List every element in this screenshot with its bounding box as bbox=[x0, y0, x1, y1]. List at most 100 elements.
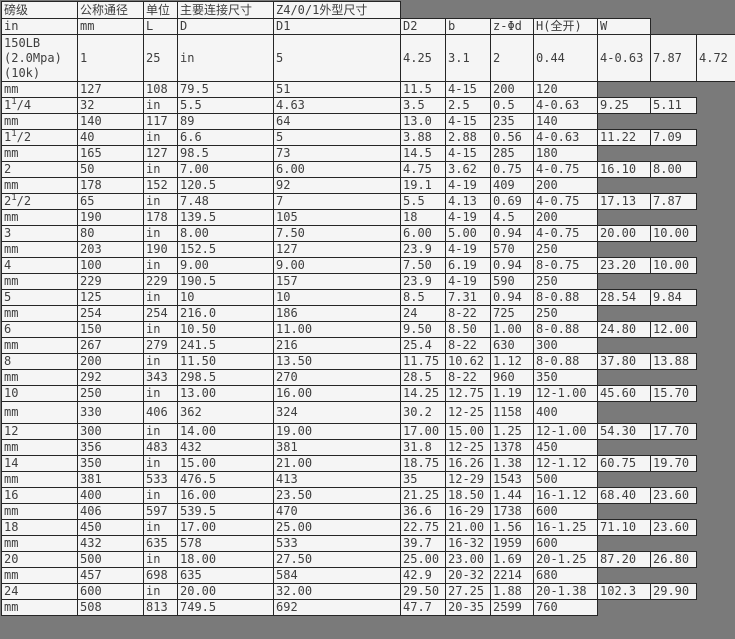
table-cell: 120.5 bbox=[178, 178, 274, 194]
table-cell: in bbox=[144, 488, 178, 504]
empty-cell bbox=[697, 520, 735, 536]
empty-cell bbox=[697, 130, 735, 146]
table-cell: 500 bbox=[534, 472, 598, 488]
table-cell: 0.5 bbox=[491, 98, 534, 114]
table-cell: 190 bbox=[144, 242, 178, 258]
table-cell: 190.5 bbox=[178, 274, 274, 290]
table-cell: 381 bbox=[78, 472, 144, 488]
table-cell: 0.75 bbox=[491, 162, 534, 178]
table-cell: 20-35 bbox=[446, 600, 491, 616]
table-cell: 15.00 bbox=[178, 456, 274, 472]
table-cell: 350 bbox=[78, 456, 144, 472]
table-cell: 20 bbox=[2, 552, 78, 568]
table-cell: 3.88 bbox=[401, 130, 446, 146]
table-cell: 4.5 bbox=[491, 210, 534, 226]
table-cell: 5 bbox=[2, 290, 78, 306]
table-cell: 635 bbox=[178, 568, 274, 584]
empty-cell bbox=[697, 258, 735, 274]
table-cell: 3.62 bbox=[446, 162, 491, 178]
table-cell: 29.90 bbox=[651, 584, 697, 600]
table-cell: 584 bbox=[274, 568, 401, 584]
table-cell: 157 bbox=[274, 274, 401, 290]
empty-cell bbox=[598, 274, 735, 290]
table-cell: 270 bbox=[274, 370, 401, 386]
table-cell: 3.1 bbox=[446, 35, 491, 82]
table-cell: 10 bbox=[274, 290, 401, 306]
empty-cell bbox=[697, 552, 735, 568]
table-cell: 4-0.63 bbox=[534, 98, 598, 114]
table-cell: 9.84 bbox=[651, 290, 697, 306]
column-header: 单位 bbox=[144, 2, 178, 19]
table-cell: 413 bbox=[274, 472, 401, 488]
table-cell: 3.5 bbox=[401, 98, 446, 114]
table-cell: 960 bbox=[491, 370, 534, 386]
table-cell: 51 bbox=[274, 82, 401, 98]
table-cell: 8-22 bbox=[446, 338, 491, 354]
table-cell: 20.00 bbox=[178, 584, 274, 600]
table-cell: 5.00 bbox=[446, 226, 491, 242]
table-cell: 1.44 bbox=[491, 488, 534, 504]
table-cell: 23.9 bbox=[401, 274, 446, 290]
table-cell: 29.50 bbox=[401, 584, 446, 600]
table-cell: 241.5 bbox=[178, 338, 274, 354]
table-cell: 1543 bbox=[491, 472, 534, 488]
table-cell: 47.7 bbox=[401, 600, 446, 616]
table-cell: 692 bbox=[274, 600, 401, 616]
table-cell: 1.88 bbox=[491, 584, 534, 600]
empty-cell bbox=[598, 472, 735, 488]
empty-cell bbox=[598, 504, 735, 520]
table-cell: 178 bbox=[78, 178, 144, 194]
table-cell: 12 bbox=[2, 424, 78, 440]
table-cell: 0.94 bbox=[491, 290, 534, 306]
table-cell: mm bbox=[2, 600, 78, 616]
table-cell: 32 bbox=[78, 98, 144, 114]
table-cell: in bbox=[144, 98, 178, 114]
table-cell: 229 bbox=[144, 274, 178, 290]
table-cell: 292 bbox=[78, 370, 144, 386]
table-cell: 17.00 bbox=[401, 424, 446, 440]
table-cell: 18.75 bbox=[401, 456, 446, 472]
table-cell: 4-0.63 bbox=[534, 130, 598, 146]
table-cell: 190 bbox=[78, 210, 144, 226]
table-cell: mm bbox=[2, 114, 78, 130]
table-cell: 2599 bbox=[491, 600, 534, 616]
table-cell: 3 bbox=[2, 226, 78, 242]
table-cell: 98.5 bbox=[178, 146, 274, 162]
empty-cell bbox=[697, 290, 735, 306]
table-cell: 10 bbox=[2, 386, 78, 402]
table-cell: 216.0 bbox=[178, 306, 274, 322]
empty-cell bbox=[598, 114, 735, 130]
empty-cell bbox=[598, 82, 735, 98]
table-cell: 450 bbox=[534, 440, 598, 456]
empty-cell bbox=[598, 242, 735, 258]
table-cell: 13.00 bbox=[178, 386, 274, 402]
table-cell: 27.50 bbox=[274, 552, 401, 568]
table-cell: 35 bbox=[401, 472, 446, 488]
table-cell: 16.00 bbox=[178, 488, 274, 504]
empty-cell bbox=[598, 370, 735, 386]
table-cell: 254 bbox=[144, 306, 178, 322]
table-cell: 600 bbox=[534, 504, 598, 520]
table-cell: 15.00 bbox=[446, 424, 491, 440]
empty-cell bbox=[697, 386, 735, 402]
table-cell: 12-25 bbox=[446, 402, 491, 424]
table-cell: 87.20 bbox=[598, 552, 651, 568]
table-cell: 150 bbox=[78, 322, 144, 338]
table-cell: 362 bbox=[178, 402, 274, 424]
table-cell: 12-1.12 bbox=[534, 456, 598, 472]
column-header: 磅级 bbox=[2, 2, 78, 19]
table-cell: 1.69 bbox=[491, 552, 534, 568]
table-cell: 11.75 bbox=[401, 354, 446, 370]
table-cell: 117 bbox=[144, 114, 178, 130]
table-cell: 140 bbox=[534, 114, 598, 130]
table-cell: 25.4 bbox=[401, 338, 446, 354]
